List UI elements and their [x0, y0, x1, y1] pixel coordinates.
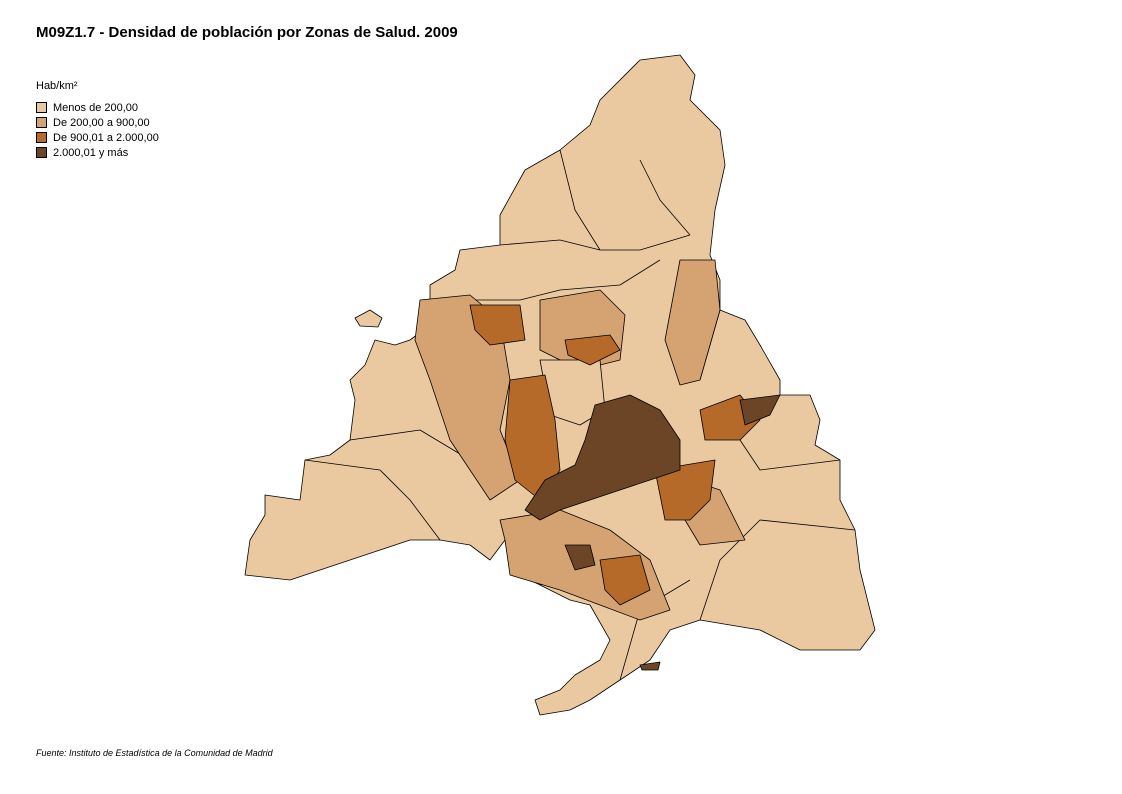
region — [354, 309, 383, 328]
title: M09Z1.7 - Densidad de población por Zona… — [36, 24, 458, 41]
legend-label: De 200,00 a 900,00 — [53, 116, 150, 129]
legend-swatch — [36, 117, 47, 128]
legend: Hab/km² Menos de 200,00 De 200,00 a 900,0… — [36, 80, 159, 160]
legend-swatch — [36, 132, 47, 143]
legend-item: Menos de 200,00 — [36, 100, 159, 115]
region — [564, 334, 621, 366]
legend-swatch — [36, 147, 47, 158]
region — [739, 394, 781, 426]
region — [524, 394, 681, 521]
region — [639, 661, 661, 671]
region — [599, 554, 651, 606]
legend-label: 2.000,01 y más — [53, 146, 129, 159]
legend-swatch — [36, 102, 47, 113]
region — [664, 259, 721, 386]
region — [654, 459, 716, 521]
legend-title: Hab/km² — [36, 80, 78, 92]
region — [564, 544, 596, 571]
region — [469, 304, 526, 346]
legend-item: De 900,01 a 2.000,00 — [36, 130, 159, 145]
legend-item: 2.000,01 y más — [36, 145, 159, 160]
legend-item: De 200,00 a 900,00 — [36, 115, 159, 130]
legend-label: Menos de 200,00 — [53, 101, 139, 114]
legend-label: De 900,01 a 2.000,00 — [53, 131, 159, 144]
source: Fuente: Instituto de Estadística de la C… — [36, 748, 273, 758]
legend-items: Menos de 200,00 De 200,00 a 900,00 De 900,… — [36, 100, 159, 160]
